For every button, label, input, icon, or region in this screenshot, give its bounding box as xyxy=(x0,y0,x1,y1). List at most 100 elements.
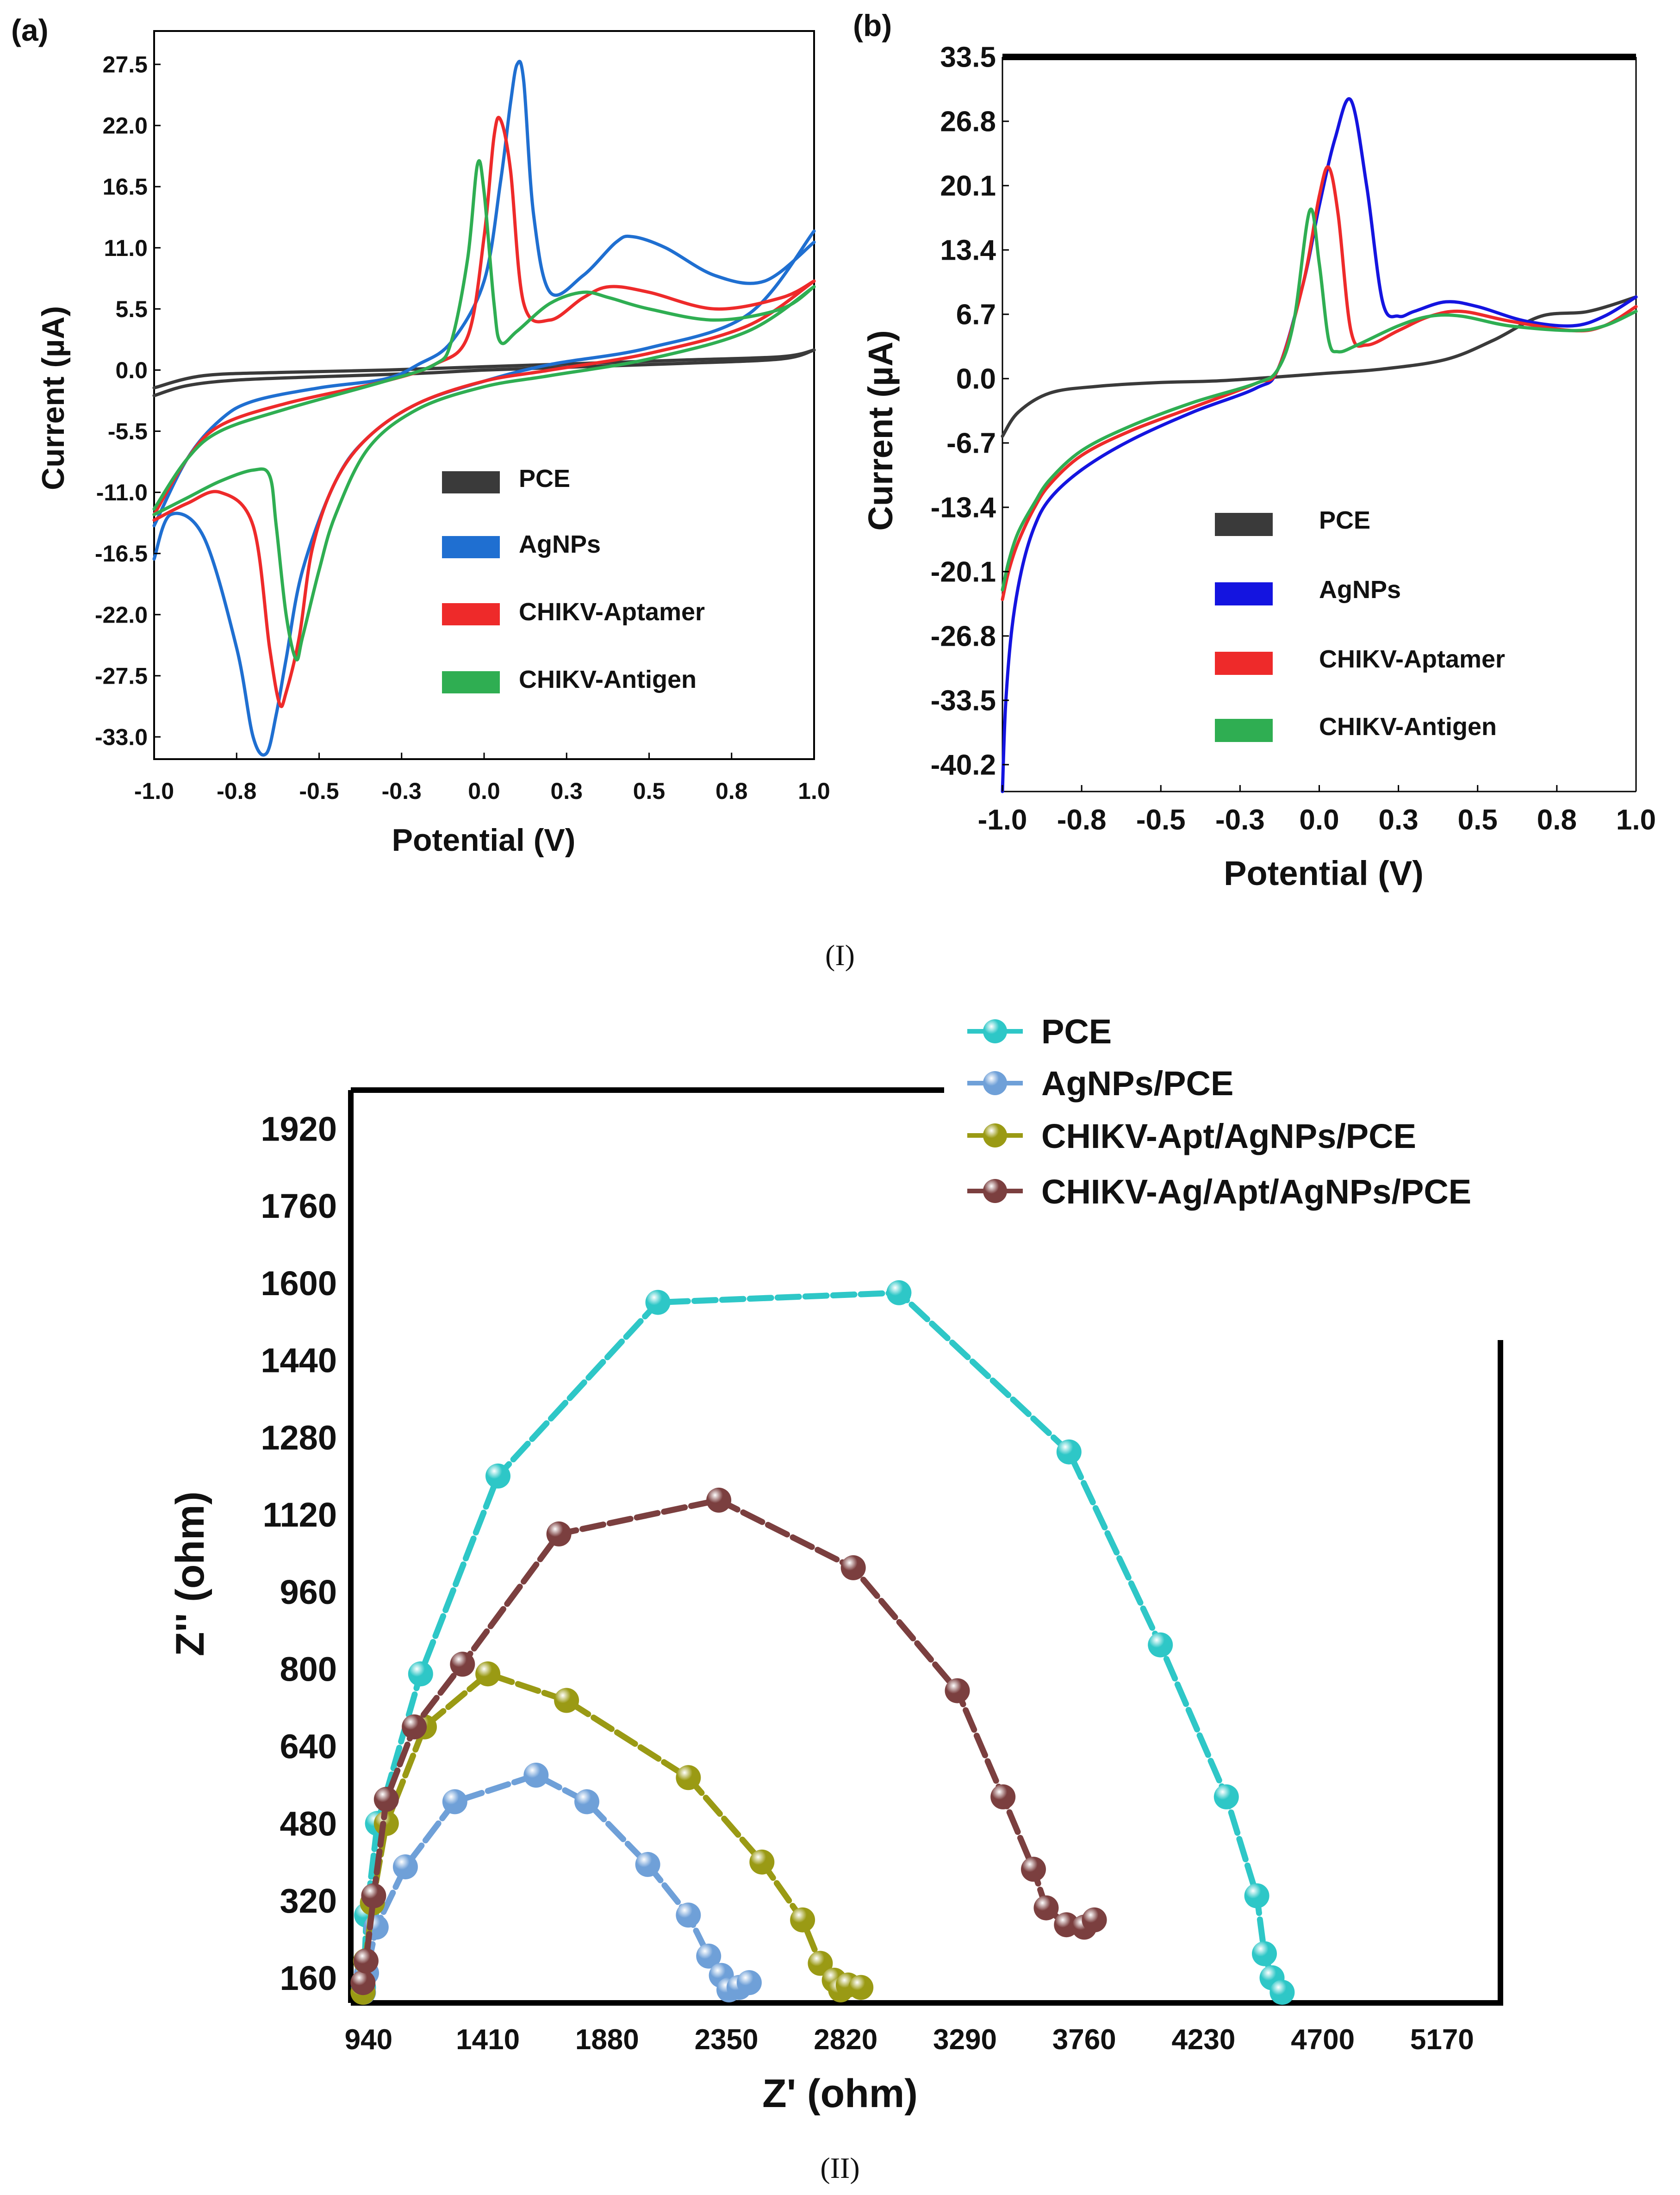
plot-ii-x-tick-label: 4230 xyxy=(1171,2024,1235,2056)
plot-a-curve-chikv-antigen-1 xyxy=(152,285,816,661)
plot-b-y-tick-label: 20.1 xyxy=(940,170,996,202)
panel-a-label: (a) xyxy=(11,13,49,47)
plot-ii-point-chikv-apt-agnps-pce xyxy=(749,1849,775,1875)
plot-b-x-tick-label: -0.3 xyxy=(1215,804,1265,836)
plot-a-legend: PCE AgNPs CHIKV-Aptamer CHIKV-Antigen xyxy=(442,465,705,693)
plot-b-x-tick-label: 0.0 xyxy=(1299,804,1339,836)
plot-b-y-tick-label: -26.8 xyxy=(931,621,996,653)
plot-b-curve-chikv-antigen-0 xyxy=(1001,207,1638,592)
plot-b-y-tick-label: -13.4 xyxy=(931,492,996,524)
plot-a-curve-pce-1 xyxy=(152,348,816,390)
plot-a-x-tick-label: -0.5 xyxy=(299,778,339,804)
plot-a-y-tick-label: 0.0 xyxy=(115,357,148,383)
plot-b-y-tick-label: -33.5 xyxy=(931,685,996,717)
plot-ii-line-chikv-apt-agnps-pce xyxy=(360,1671,864,1995)
plot-ii-point-agnps-pce xyxy=(523,1763,549,1788)
legend-b-swatch-agnps xyxy=(1215,582,1273,605)
plot-ii-x-tick-label: 1880 xyxy=(575,2024,639,2056)
plot-ii-point-agnps-pce xyxy=(676,1902,701,1928)
plot-b-y-tick-label: 0.0 xyxy=(956,363,996,395)
plot-ii-x-tick-label: 2350 xyxy=(695,2024,759,2056)
legend-ii-marker-ag xyxy=(983,1179,1007,1203)
legend-b-swatch-aptamer xyxy=(1215,652,1273,675)
plot-ii-y-tick-label: 320 xyxy=(280,1882,337,1920)
plot-b-legend: PCE AgNPs CHIKV-Aptamer CHIKV-Antigen xyxy=(1215,506,1505,742)
plot-ii-y-tick-label: 1920 xyxy=(261,1110,337,1148)
plot-a-y-tick-label: -27.5 xyxy=(95,663,148,689)
plot-ii-point-chikv-apt-agnps-pce xyxy=(676,1765,701,1790)
plot-ii-point-pce xyxy=(1244,1883,1269,1908)
plot-ii-y-tick-label: 1760 xyxy=(261,1187,337,1225)
plot-ii-curves xyxy=(350,1280,1295,2005)
plot-b-y-tick-label: -6.7 xyxy=(946,428,996,460)
plot-b-curve-chikv-aptamer-0 xyxy=(1001,165,1638,601)
plot-ii-x-tick-label: 1410 xyxy=(456,2024,520,2056)
plot-b-x-tick-label: -0.8 xyxy=(1057,804,1107,836)
legend-swatch-agnps xyxy=(442,536,500,558)
plot-b-x-tick-label: 0.5 xyxy=(1458,804,1498,836)
plot-b-y-tick-label: 13.4 xyxy=(940,235,996,267)
plot-ii-point-chikv-ag-apt-agnps-pce xyxy=(450,1652,475,1677)
plot-b-x-tick-label: 0.8 xyxy=(1537,804,1577,836)
plot-ii-point-agnps-pce xyxy=(635,1852,660,1877)
plot-ii-point-chikv-apt-agnps-pce xyxy=(808,1951,833,1976)
plot-ii-point-pce xyxy=(1269,1980,1295,2005)
plot-ii-y-tick-label: 1600 xyxy=(261,1264,337,1303)
legend-ii-marker-pce xyxy=(983,1019,1007,1043)
plot-ii-point-chikv-ag-apt-agnps-pce xyxy=(546,1521,572,1546)
plot-ii-point-pce xyxy=(408,1661,433,1687)
plot-a-y-tick-label: -11.0 xyxy=(96,480,148,505)
plot-a-x-tick-label: -0.8 xyxy=(217,778,256,804)
plot-ii-point-chikv-ag-apt-agnps-pce xyxy=(350,1970,376,1995)
plot-b-x-label: Potential (V) xyxy=(1224,854,1424,892)
plot-ii-x-tick-label: 2820 xyxy=(814,2024,877,2056)
plot-ii-point-pce xyxy=(1252,1941,1277,1966)
legend-b-label-aptamer: CHIKV-Aptamer xyxy=(1319,645,1505,673)
legend-b-label-antigen: CHIKV-Antigen xyxy=(1319,713,1497,741)
plot-a-y-tick-label: -22.0 xyxy=(95,602,148,628)
plot-ii-point-chikv-apt-agnps-pce xyxy=(848,1975,874,2000)
plot-ii-point-chikv-ag-apt-agnps-pce xyxy=(706,1487,732,1513)
plot-ii-point-agnps-pce xyxy=(736,1970,762,1995)
plot-ii-y-ticks: 1920 1760 1600 1440 1280 1120 960 800 640 480 320 1… xyxy=(261,1110,337,1997)
plot-a-y-tick-label: 11.0 xyxy=(104,235,148,261)
plot-ii-point-chikv-ag-apt-agnps-pce xyxy=(1033,1895,1059,1921)
plot-a-y-ticks: 27.5 22.0 16.5 11.0 5.5 0.0 -5.5 -11.0 -16.5 -22.… xyxy=(95,52,161,750)
legend-label-antigen: CHIKV-Antigen xyxy=(519,666,697,693)
plot-ii-y-tick-label: 1120 xyxy=(262,1496,337,1534)
legend-label-aptamer: CHIKV-Aptamer xyxy=(519,598,705,626)
plot-a-y-tick-label: -16.5 xyxy=(95,541,148,567)
plot-ii-point-chikv-ag-apt-agnps-pce xyxy=(1021,1857,1046,1882)
plot-a-y-label: Current (µA) xyxy=(36,306,71,490)
plot-a-x-ticks: -1.0 -0.8 -0.5 -0.3 0.0 0.3 0.5 0.8 1.0 xyxy=(134,753,830,804)
plot-a-y-tick-label: 27.5 xyxy=(103,52,148,78)
plot-ii-point-pce xyxy=(1056,1439,1082,1465)
plot-ii-x-ticks: 940 1410 1880 2350 2820 3290 3760 4230 4700 5170 xyxy=(345,2024,1474,2056)
plot-a-curve-chikv-antigen-0 xyxy=(152,159,816,511)
plot-ii-point-chikv-ag-apt-agnps-pce xyxy=(373,1787,399,1812)
plot-ii-point-chikv-ag-apt-agnps-pce xyxy=(353,1948,379,1974)
plot-b-x-tick-label: -0.5 xyxy=(1136,804,1186,836)
plot-a-frame xyxy=(153,30,815,760)
plot-a-x-tick-label: 0.8 xyxy=(716,778,748,804)
plot-ii-point-pce xyxy=(1213,1784,1239,1809)
legend-ii-label-agnps: AgNPs/PCE xyxy=(1041,1064,1233,1103)
plot-a-x-label: Potential (V) xyxy=(392,823,576,858)
legend-label-pce: PCE xyxy=(519,465,570,493)
plot-ii-point-agnps-pce xyxy=(392,1854,418,1880)
plot-b-y-label: Current (µA) xyxy=(861,330,900,530)
plot-ii-line-chikv-ag-apt-agnps-pce xyxy=(360,1497,1098,1986)
plot-a-x-tick-label: 0.5 xyxy=(633,778,666,804)
plot-ii-point-pce xyxy=(886,1280,912,1305)
plot-b-y-tick-label: 33.5 xyxy=(940,42,996,74)
legend-ii-marker-apt xyxy=(983,1123,1007,1147)
plot-ii-x-tick-label: 3290 xyxy=(933,2024,997,2056)
plot-a-curves xyxy=(152,60,816,757)
caption-ii: (II) xyxy=(820,2151,859,2184)
plot-ii-point-chikv-apt-agnps-pce xyxy=(475,1661,501,1687)
caption-i: (I) xyxy=(825,939,855,972)
plot-ii-y-tick-label: 800 xyxy=(280,1650,337,1689)
plot-ii-point-agnps-pce xyxy=(442,1789,467,1815)
plot-ii-point-pce xyxy=(1148,1632,1173,1658)
